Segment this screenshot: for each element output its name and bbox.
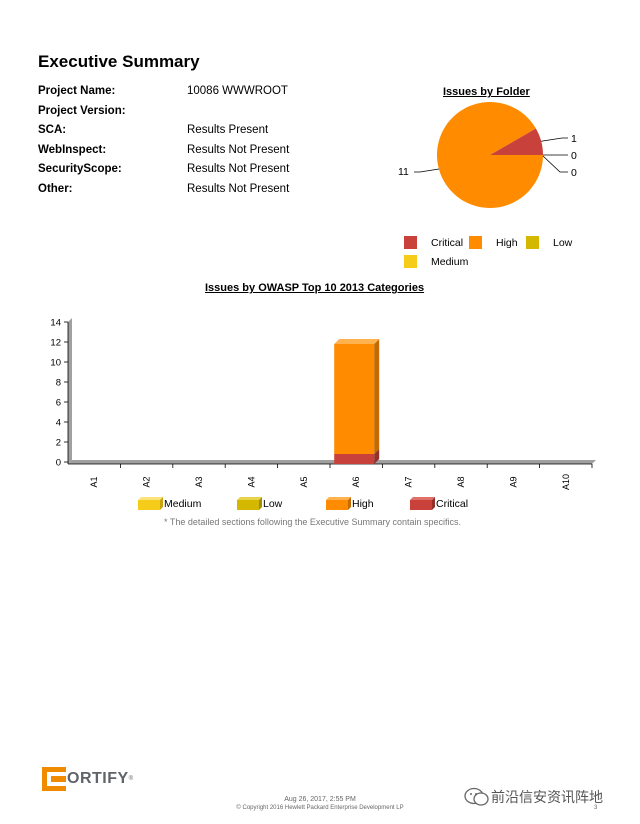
y-tick-label: 14 <box>50 318 61 329</box>
legend-medium: Medium <box>404 255 468 268</box>
y-tick-label: 8 <box>56 378 61 389</box>
y-tick-label: 6 <box>56 398 61 409</box>
summary-note: * The detailed sections following the Ex… <box>164 517 461 527</box>
y-tick-label: 0 <box>56 458 61 469</box>
info-label: Project Version: <box>38 104 126 117</box>
pie-data-label: 0 <box>571 150 577 162</box>
bar-swatch-low <box>237 497 262 510</box>
x-tick-label: A2 <box>142 476 152 487</box>
bar-legend-medium: Medium <box>138 497 201 511</box>
y-tick-label: 2 <box>56 438 61 449</box>
swatch-critical <box>404 236 417 249</box>
info-label: WebInspect: <box>38 143 107 156</box>
legend-label: Critical <box>436 498 469 510</box>
x-tick-label: A1 <box>89 476 99 487</box>
legend-critical: Critical <box>404 236 463 249</box>
pie-data-label: 0 <box>571 167 577 179</box>
bar-critical-a6 <box>334 454 375 464</box>
info-label: SecurityScope: <box>38 163 122 175</box>
legend-low: Low <box>526 236 572 249</box>
footer-date: Aug 26, 2017, 2:55 PM <box>284 796 356 803</box>
info-value: 10086 WWWROOT <box>187 85 288 97</box>
bar-legend-critical: Critical <box>410 497 468 511</box>
legend-label: High <box>496 236 518 249</box>
info-row: Other: Results Not Present <box>38 183 289 203</box>
bar-high-a6 <box>334 344 375 454</box>
fortify-logo-icon <box>42 767 66 791</box>
leader-line <box>414 168 440 173</box>
chart-side-wall <box>68 318 72 464</box>
wechat-icon <box>464 787 489 806</box>
info-row: Project Version: <box>38 105 289 125</box>
info-label: Project Name: <box>38 85 116 97</box>
y-tick-label: 12 <box>50 338 61 349</box>
pie-slice-critical <box>490 128 543 155</box>
bar-top <box>334 339 380 344</box>
bar-swatch-medium <box>138 497 163 510</box>
x-tick-label: A4 <box>246 476 256 487</box>
pie-slice-high <box>437 101 543 208</box>
leader-line <box>541 137 568 142</box>
legend-label: Medium <box>164 498 202 510</box>
fortify-logo-tm: ® <box>128 776 134 782</box>
info-row: SecurityScope: Results Not Present <box>38 163 289 183</box>
bar-swatch-critical <box>410 497 435 510</box>
page-number: 3 <box>594 805 598 811</box>
y-tick-label: 4 <box>56 418 61 429</box>
legend-high: High <box>469 236 518 249</box>
bar-legend-low: Low <box>237 497 282 511</box>
info-row: SCA: Results Present <box>38 124 289 144</box>
info-value: Results Not Present <box>187 163 290 175</box>
bar-chart-svg: 0 2 4 6 8 10 12 14 A1 A2 A3 A4 A5 A6 A7 A8 A9 A10 <box>50 318 596 490</box>
swatch-high <box>469 236 482 249</box>
info-value: Results Present <box>187 124 269 136</box>
legend-label: High <box>352 498 374 510</box>
swatch-medium <box>404 255 417 268</box>
chart-floor <box>68 460 596 464</box>
bar-legend-high: High <box>326 497 374 511</box>
bar-swatch-high <box>326 497 351 510</box>
x-tick-label: A10 <box>561 474 571 490</box>
info-label: Other: <box>38 182 73 195</box>
page-title: Executive Summary <box>38 52 200 71</box>
info-value: Results Not Present <box>187 182 290 195</box>
swatch-low <box>526 236 539 249</box>
bar-chart-title: Issues by OWASP Top 10 2013 Categories <box>205 282 425 294</box>
project-info: Project Name: 10086 WWWROOT Project Versi… <box>38 85 289 202</box>
pie-chart: 11 1 0 0 <box>390 96 590 221</box>
footer-copyright: © Copyright 2016 Hewlett Packard Enterpr… <box>236 805 404 811</box>
info-row: Project Name: 10086 WWWROOT <box>38 85 289 105</box>
bar-chart: 0 2 4 6 8 10 12 14 A1 A2 A3 A4 A5 A6 A7 A8 A9 A10 <box>30 308 610 498</box>
info-value: Results Not Present <box>187 143 290 156</box>
x-tick-label: A7 <box>404 476 414 487</box>
x-tick-label: A6 <box>351 476 361 487</box>
legend-label: Critical <box>431 236 464 249</box>
pie-data-label: 1 <box>571 133 577 145</box>
x-tick-label: A3 <box>194 476 204 487</box>
legend-label: Low <box>263 498 283 510</box>
pie-data-label: 11 <box>398 166 409 178</box>
info-label: SCA: <box>38 124 67 136</box>
y-tick-label: 10 <box>50 358 61 369</box>
info-row: WebInspect: Results Not Present <box>38 144 289 164</box>
legend-label: Low <box>553 236 573 249</box>
fortify-logo: ORTIFY ® <box>42 767 133 791</box>
x-tick-label: A5 <box>299 476 309 487</box>
leader-line <box>542 155 568 173</box>
watermark-text: 前沿信安资讯阵地 <box>491 789 603 805</box>
watermark: 前沿信安资讯阵地 <box>463 786 603 808</box>
fortify-logo-text: ORTIFY <box>67 770 129 787</box>
x-tick-label: A9 <box>508 476 518 487</box>
legend-label: Medium <box>431 255 469 268</box>
bar-side-high <box>374 339 380 454</box>
pie-chart-title: Issues by Folder <box>443 86 530 98</box>
x-tick-label: A8 <box>456 476 466 487</box>
